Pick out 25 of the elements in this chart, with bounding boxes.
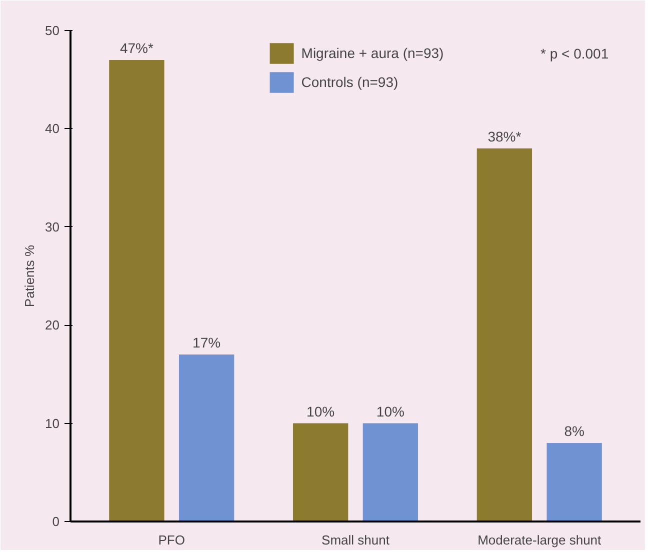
- y-tick-label: 40: [45, 121, 60, 136]
- legend-label: Migraine + aura (n=93): [301, 45, 444, 61]
- y-tick-label: 20: [45, 318, 60, 333]
- data-label: 10%: [306, 403, 335, 420]
- bar: [109, 60, 164, 522]
- bar: [476, 148, 532, 522]
- data-label: 10%: [376, 403, 404, 420]
- y-axis-title: Patients %: [22, 244, 38, 308]
- legend-label: Controls (n=93): [301, 74, 398, 90]
- bar: [178, 354, 234, 522]
- data-label: 17%: [192, 334, 221, 351]
- bar: [546, 442, 602, 522]
- x-tick-label: Small shunt: [322, 532, 390, 548]
- bar: [292, 423, 348, 522]
- data-label: 47%*: [120, 40, 154, 56]
- y-tick-label: 50: [45, 23, 60, 38]
- x-tick-label: Moderate-large shunt: [478, 532, 602, 548]
- bar: [362, 423, 418, 522]
- y-tick-label: 0: [52, 514, 60, 529]
- annotation: * p < 0.001: [540, 46, 609, 62]
- x-tick-label: PFO: [158, 532, 185, 548]
- y-tick-label: 10: [45, 416, 60, 431]
- data-label: 8%: [564, 422, 584, 439]
- y-tick-label: 30: [45, 219, 60, 234]
- data-label: 38%*: [488, 128, 522, 144]
